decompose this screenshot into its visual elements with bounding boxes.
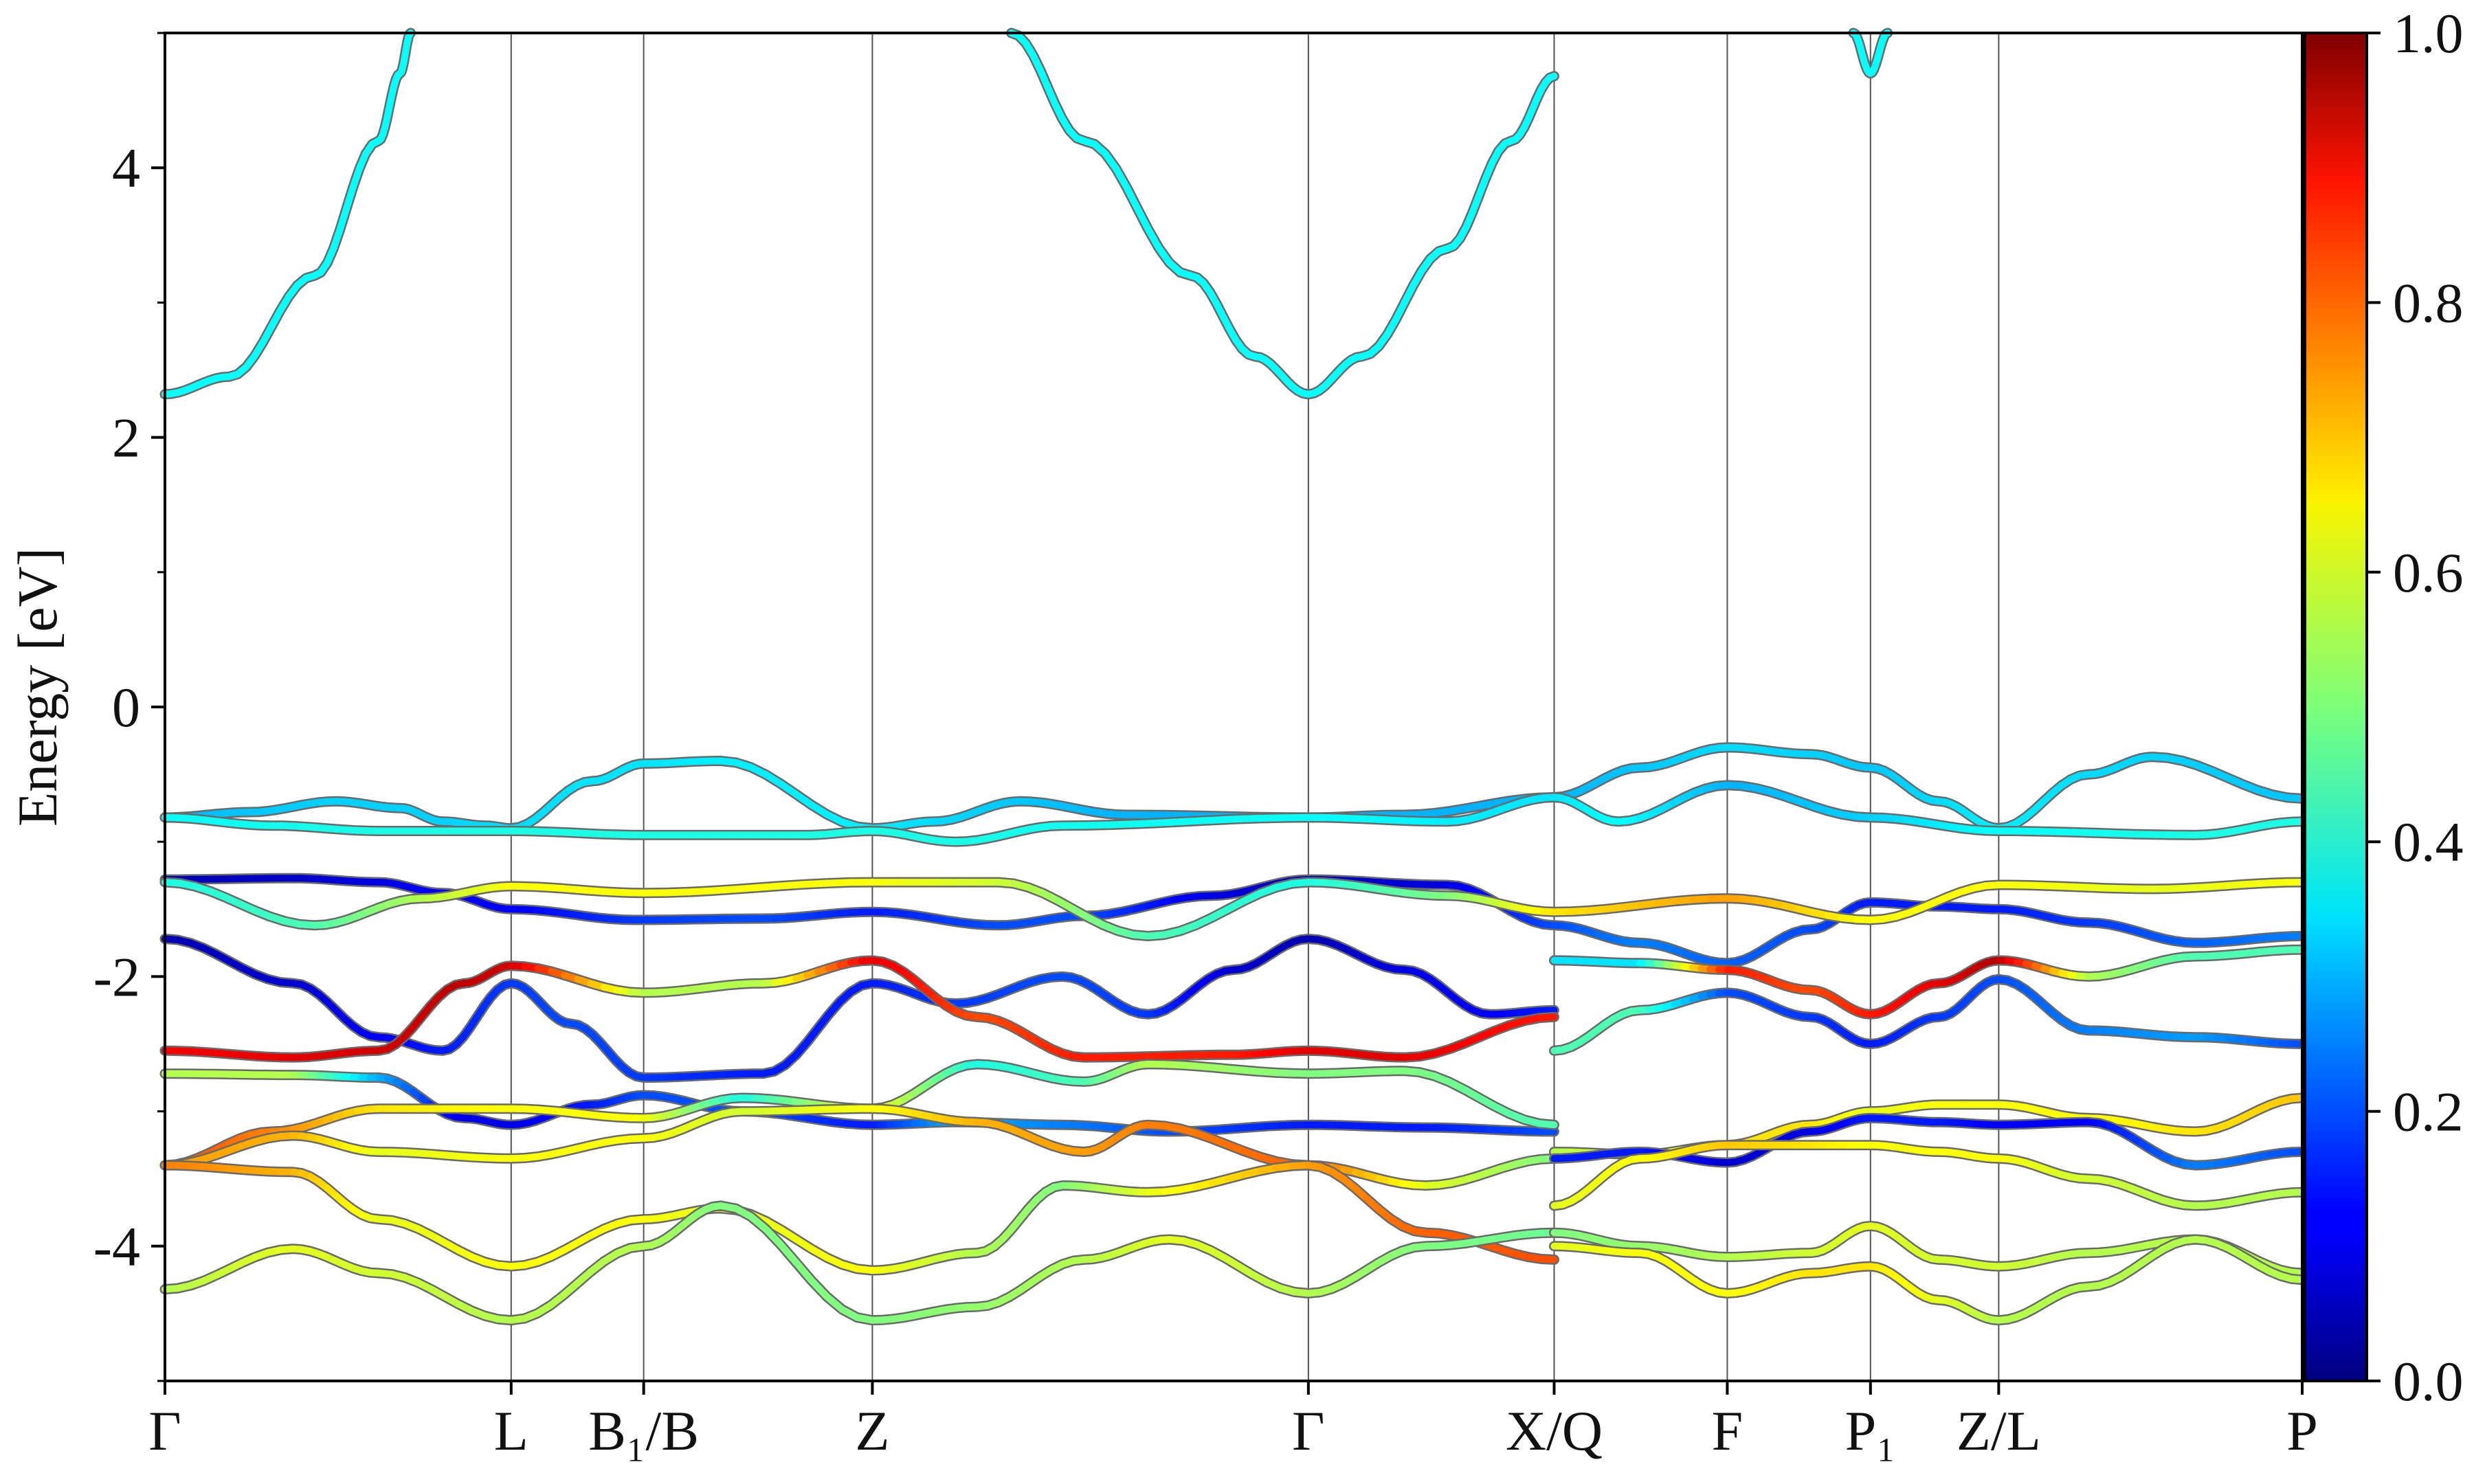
band-outline: [159, 27, 416, 400]
y-tick-label: 4: [112, 137, 140, 199]
band-16: [1549, 1140, 2308, 1211]
band-segment: [777, 881, 807, 890]
band-segment: [343, 183, 357, 212]
band-segment: [731, 884, 761, 893]
band-segment: [793, 1259, 816, 1285]
band-segment: [823, 879, 854, 887]
band-5: [159, 934, 1559, 1083]
band-18: [1549, 1234, 2308, 1326]
kpoint-label: F: [1712, 1399, 1743, 1462]
band-segment: [1113, 165, 1130, 191]
band-segment: [2284, 794, 2306, 802]
kpoint-label: L: [494, 1399, 528, 1462]
y-tick-label: 0: [112, 676, 140, 739]
kpoint-gridlines: [510, 33, 2000, 1381]
kpoint-label: P₁: [1845, 1399, 1896, 1462]
band-segment: [2288, 1268, 2306, 1277]
band-9: [159, 1068, 1559, 1137]
band-12: [159, 1160, 1559, 1276]
band-6: [159, 955, 1559, 1063]
y-tick-label: -2: [93, 945, 140, 1008]
band-segment: [1157, 818, 1189, 827]
band-segment: [808, 1277, 831, 1301]
band-segment: [1231, 815, 1263, 823]
band-segment: [1123, 183, 1141, 212]
band-19: [159, 27, 416, 400]
band-8: [1549, 974, 2308, 1056]
kpoint-label: X/Q: [1506, 1399, 1603, 1462]
band-segment: [1084, 821, 1115, 829]
kpoint-label: Z/L: [1957, 1399, 2041, 1462]
band-20: [1006, 27, 1559, 400]
band-segment: [1535, 1120, 1558, 1129]
colorbar-ticks: 0.0 0.2 0.4 0.6 0.8 1.0: [2367, 2, 2464, 1413]
kpoint-label: Γ: [1292, 1399, 1324, 1462]
colorbar-tick-label: 0.2: [2393, 1081, 2464, 1143]
y-axis-label: Energy [eV]: [6, 548, 69, 827]
band-segment: [1133, 819, 1165, 828]
band-segment: [2288, 1189, 2306, 1196]
band-lines: [159, 27, 2308, 1326]
band-segment: [800, 879, 830, 888]
band-segment: [686, 887, 716, 896]
kpoint-label: Γ: [148, 1399, 181, 1462]
band-segment: [1535, 1013, 1558, 1022]
kpoint-label: P: [2286, 1399, 2318, 1462]
y-tick-label: -4: [93, 1215, 140, 1278]
band-segment: [762, 1226, 785, 1249]
colorbar-scale: [2304, 32, 2368, 1382]
band-segment: [777, 1241, 800, 1267]
band-7: [1549, 944, 2308, 1020]
colorbar-tick-label: 0.4: [2393, 811, 2464, 873]
band-outline: [159, 955, 1559, 1063]
band-segment: [2288, 1094, 2306, 1103]
y-tick-label: 2: [112, 407, 140, 469]
colorbar-tick-label: 0.6: [2393, 541, 2464, 604]
band-segment: [1537, 1255, 1558, 1263]
band-segment: [755, 882, 785, 891]
band-segment: [709, 886, 739, 895]
colorbar-tick-label: 0.0: [2393, 1350, 2464, 1413]
band-11: [159, 1103, 1559, 1191]
band-13: [159, 1200, 1559, 1326]
band-segment: [1206, 816, 1238, 824]
colorbar-tick-label: 1.0: [2393, 2, 2464, 65]
band-segment: [1182, 817, 1214, 825]
band-segment: [1546, 72, 1558, 82]
band-4: [159, 877, 2308, 941]
band-segment: [1134, 205, 1152, 233]
x-axis-ticks: Γ L B₁/B Z Γ X/Q F P₁ Z/L P: [148, 1381, 2318, 1462]
band-2: [159, 780, 2308, 847]
band-segment: [337, 205, 350, 233]
kpoint-label: B₁/B: [588, 1399, 699, 1462]
kpoint-label: Z: [855, 1399, 889, 1462]
y-axis-ticks: -4 -2 0 2 4: [93, 32, 165, 1382]
band-segment: [1144, 225, 1163, 251]
colorbar: 0.0 0.2 0.4 0.6 0.8 1.0: [2304, 2, 2464, 1413]
colorbar-tick-label: 0.8: [2393, 271, 2464, 334]
